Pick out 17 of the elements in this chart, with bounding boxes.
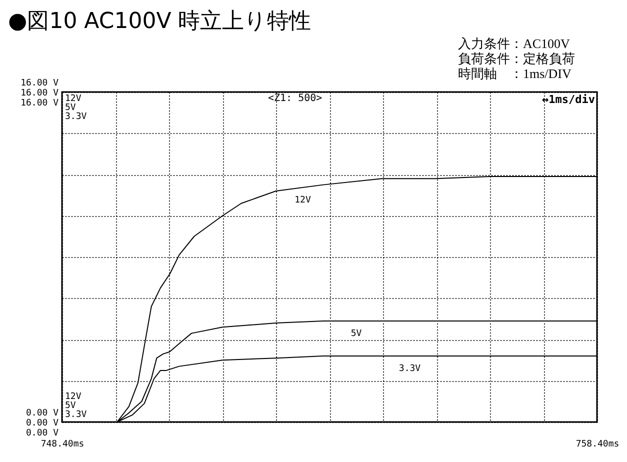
annotation: <Z1: 500> <box>268 93 322 104</box>
text: 時間軸 ：1ms/DIV <box>458 66 572 81</box>
text: 負荷条件：定格負荷 <box>458 51 575 66</box>
x-tick-label: 748.40ms <box>40 440 84 450</box>
series-label: 12V <box>294 195 312 206</box>
series-label: 5V <box>350 328 362 339</box>
text: 12V <box>65 392 82 402</box>
annotation: ↔1ms/div <box>542 93 595 106</box>
text: 3.3V <box>65 112 87 122</box>
x-tick-label: 758.40ms <box>576 440 620 450</box>
chart-title: ●図10 AC100V 時立上り特性 <box>8 8 312 36</box>
text: 12V <box>65 94 82 104</box>
text: 入力条件：AC100V <box>458 36 571 51</box>
text: 3.3V <box>65 410 87 420</box>
text: 5V <box>65 103 76 113</box>
series-label: 3.3V <box>398 364 422 374</box>
text: 5V <box>65 401 76 411</box>
